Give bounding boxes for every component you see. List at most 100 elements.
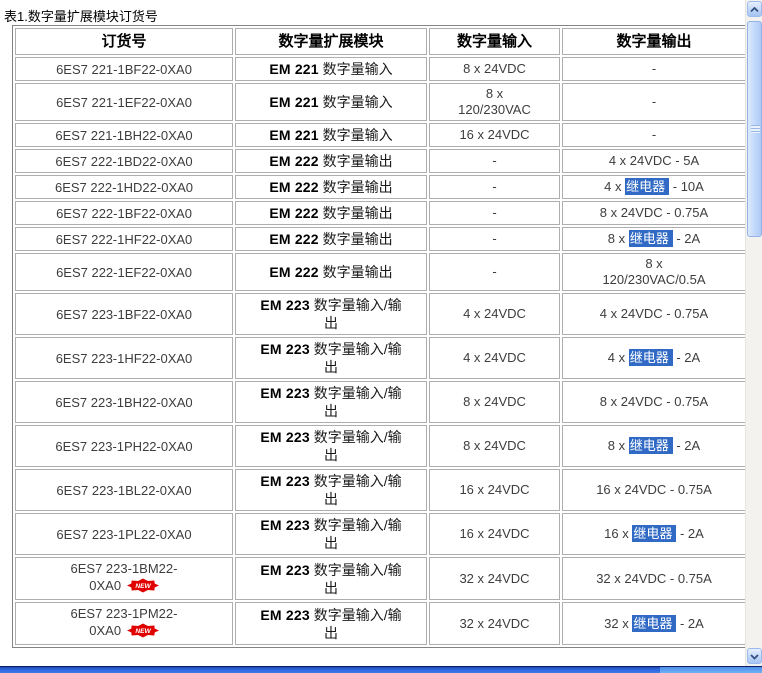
- output-text: -: [651, 127, 657, 142]
- output-text: 4 x: [607, 350, 629, 365]
- module-name-rest: 数字量输入: [318, 94, 393, 110]
- module-name-bold: EM 223: [260, 429, 310, 445]
- table-row: 6ES7 223-1BL22-0XA0 EM 223 数字量输入/输 出 16 …: [15, 469, 746, 511]
- order-number-cell: 6ES7 223-1BM22- 0XA0 NEW: [15, 557, 233, 600]
- order-number-cell: 6ES7 223-1BL22-0XA0: [15, 469, 233, 511]
- order-number-text: 6ES7 223-1BF22-0XA0: [56, 306, 192, 322]
- digital-output-cell: -: [562, 57, 746, 81]
- module-name-rest: 数字量输入: [318, 127, 393, 143]
- order-number-text: 6ES7 223-1BL22-0XA0: [56, 482, 192, 498]
- order-number-text: 6ES7 222-1BD22-0XA0: [55, 153, 193, 169]
- module-name-bold: EM 223: [260, 341, 310, 357]
- header-module: 数字量扩展模块: [235, 28, 427, 55]
- chevron-down-icon: [750, 647, 759, 665]
- scroll-up-button[interactable]: [747, 1, 762, 17]
- module-name-rest: 数字量输出: [318, 264, 393, 280]
- module-name-rest: 数字量输入/输 出: [313, 429, 402, 463]
- module-name-bold: EM 222: [269, 153, 319, 169]
- module-cell: EM 221 数字量输入: [235, 83, 427, 121]
- order-number-cell: 6ES7 223-1HF22-0XA0: [15, 337, 233, 379]
- order-number-text: 6ES7 223-1BM22- 0XA0: [70, 561, 178, 593]
- order-number-text: 6ES7 223-1PM22- 0XA0: [70, 606, 178, 638]
- module-name-bold: EM 222: [269, 231, 319, 247]
- module-cell: EM 221 数字量输入: [235, 123, 427, 147]
- table-row: 6ES7 221-1EF22-0XA0 EM 221 数字量输入 8 x 120…: [15, 83, 746, 121]
- order-number-cell: 6ES7 221-1EF22-0XA0: [15, 83, 233, 121]
- module-cell: EM 221 数字量输入: [235, 57, 427, 81]
- module-cell: EM 222 数字量输出: [235, 227, 427, 251]
- page-title: 表1.数字量扩展模块订货号: [4, 9, 158, 24]
- module-cell: EM 223 数字量输入/输 出: [235, 602, 427, 645]
- order-number-cell: 6ES7 222-1BD22-0XA0: [15, 149, 233, 173]
- output-text: 8 x: [607, 438, 629, 453]
- taskbar-tray-segment: [660, 667, 762, 673]
- table-row: 6ES7 222-1HF22-0XA0 EM 222 数字量输出 - 8 x 继…: [15, 227, 746, 251]
- output-text-suffix: - 2A: [676, 526, 704, 541]
- order-table: 订货号 数字量扩展模块 数字量输入 数字量输出 6ES7 221-1BF22-0…: [12, 25, 749, 648]
- digital-output-cell: 8 x 24VDC - 0.75A: [562, 201, 746, 225]
- table-header-row: 订货号 数字量扩展模块 数字量输入 数字量输出: [15, 28, 746, 55]
- new-badge-icon: NEW: [126, 578, 159, 597]
- order-number-cell: 6ES7 222-1HD22-0XA0: [15, 175, 233, 199]
- output-text: 32 x: [604, 615, 633, 631]
- order-number-cell: 6ES7 222-1EF22-0XA0: [15, 253, 233, 291]
- digital-input-cell: 8 x 120/230VAC: [429, 83, 560, 121]
- module-name-bold: EM 223: [260, 297, 310, 313]
- module-cell: EM 223 数字量输入/输 出: [235, 513, 427, 555]
- module-name-bold: EM 222: [269, 179, 319, 195]
- digital-input-cell: -: [429, 201, 560, 225]
- output-text: -: [651, 94, 657, 109]
- output-text-suffix: - 2A: [672, 350, 701, 365]
- table-row: 6ES7 222-1EF22-0XA0 EM 222 数字量输出 - 8 x 1…: [15, 253, 746, 291]
- order-number-text: 6ES7 222-1EF22-0XA0: [56, 264, 192, 280]
- order-number-text: 6ES7 221-1BF22-0XA0: [56, 61, 192, 77]
- module-name-bold: EM 223: [260, 561, 310, 578]
- module-name-rest: 数字量输入/输 出: [313, 297, 402, 331]
- order-number-text: 6ES7 222-1BF22-0XA0: [56, 205, 192, 221]
- table-row: 6ES7 223-1BF22-0XA0 EM 223 数字量输入/输 出 4 x…: [15, 293, 746, 335]
- output-text-suffix: - 2A: [676, 615, 704, 631]
- module-cell: EM 223 数字量输入/输 出: [235, 469, 427, 511]
- vertical-scrollbar[interactable]: [745, 0, 762, 666]
- digital-input-cell: 16 x 24VDC: [429, 513, 560, 555]
- scrollbar-grip: [751, 125, 760, 133]
- module-name-bold: EM 223: [260, 385, 310, 401]
- output-text: 32 x 24VDC - 0.75A: [596, 570, 712, 586]
- header-order-number: 订货号: [15, 28, 233, 55]
- output-text: 16 x 24VDC - 0.75A: [596, 482, 712, 497]
- module-cell: EM 222 数字量输出: [235, 201, 427, 225]
- highlighted-relay-text: 继电器: [632, 525, 677, 542]
- scrollbar-thumb[interactable]: [747, 21, 762, 237]
- digital-output-cell: -: [562, 83, 746, 121]
- module-name-bold: EM 223: [260, 606, 310, 623]
- highlighted-relay-text: 继电器: [628, 349, 673, 366]
- module-name-rest: 数字量输入/输 出: [313, 473, 402, 507]
- module-cell: EM 223 数字量输入/输 出: [235, 381, 427, 423]
- order-number-cell: 6ES7 223-1PL22-0XA0: [15, 513, 233, 555]
- order-number-cell: 6ES7 223-1BF22-0XA0: [15, 293, 233, 335]
- order-number-text: 6ES7 221-1BH22-0XA0: [55, 127, 193, 143]
- module-cell: EM 222 数字量输出: [235, 149, 427, 173]
- module-cell: EM 223 数字量输入/输 出: [235, 557, 427, 600]
- digital-output-cell: 16 x 继电器 - 2A: [562, 513, 746, 555]
- svg-text:NEW: NEW: [135, 583, 151, 590]
- header-digital-output: 数字量输出: [562, 28, 746, 55]
- order-number-text: 6ES7 222-1HF22-0XA0: [55, 231, 193, 247]
- digital-output-cell: 4 x 继电器 - 10A: [562, 175, 746, 199]
- digital-input-cell: -: [429, 175, 560, 199]
- table-row: 6ES7 221-1BF22-0XA0 EM 221 数字量输入 8 x 24V…: [15, 57, 746, 81]
- scroll-down-button[interactable]: [747, 648, 762, 664]
- output-text: 16 x: [604, 526, 633, 541]
- output-text: 8 x 120/230VAC/0.5A: [602, 256, 706, 287]
- module-name-rest: 数字量输入: [318, 61, 393, 77]
- digital-output-cell: 4 x 继电器 - 2A: [562, 337, 746, 379]
- module-cell: EM 223 数字量输入/输 出: [235, 337, 427, 379]
- digital-output-cell: 4 x 24VDC - 5A: [562, 149, 746, 173]
- module-name-bold: EM 221: [269, 127, 319, 143]
- module-name-bold: EM 222: [269, 205, 319, 221]
- table-row: 6ES7 223-1PM22- 0XA0 NEW EM 223 数字量输入/输 …: [15, 602, 746, 645]
- table-row: 6ES7 222-1HD22-0XA0 EM 222 数字量输出 - 4 x 继…: [15, 175, 746, 199]
- digital-output-cell: 8 x 继电器 - 2A: [562, 227, 746, 251]
- highlighted-relay-text: 继电器: [628, 230, 673, 247]
- order-number-text: 6ES7 223-1PL22-0XA0: [56, 526, 192, 542]
